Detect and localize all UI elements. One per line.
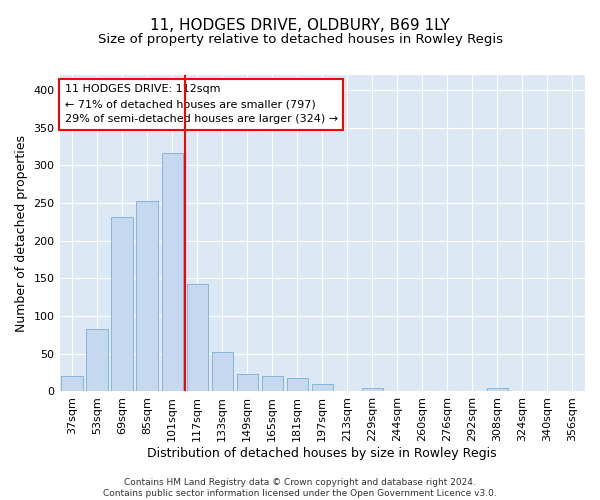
Text: Size of property relative to detached houses in Rowley Regis: Size of property relative to detached ho… [97,32,503,46]
Bar [362,388,383,392]
Bar [112,216,133,392]
Bar [487,388,508,392]
Bar [236,374,258,392]
Bar [287,378,308,392]
Bar [86,329,108,392]
X-axis label: Distribution of detached houses by size in Rowley Regis: Distribution of detached houses by size … [148,447,497,460]
Text: 11, HODGES DRIVE, OLDBURY, B69 1LY: 11, HODGES DRIVE, OLDBURY, B69 1LY [150,18,450,32]
Bar [262,376,283,392]
Bar [187,284,208,392]
Bar [136,201,158,392]
Bar [311,384,333,392]
Bar [161,152,183,392]
Text: 11 HODGES DRIVE: 112sqm
← 71% of detached houses are smaller (797)
29% of semi-d: 11 HODGES DRIVE: 112sqm ← 71% of detache… [65,84,338,124]
Bar [61,376,83,392]
Bar [212,352,233,392]
Y-axis label: Number of detached properties: Number of detached properties [15,134,28,332]
Text: Contains HM Land Registry data © Crown copyright and database right 2024.
Contai: Contains HM Land Registry data © Crown c… [103,478,497,498]
